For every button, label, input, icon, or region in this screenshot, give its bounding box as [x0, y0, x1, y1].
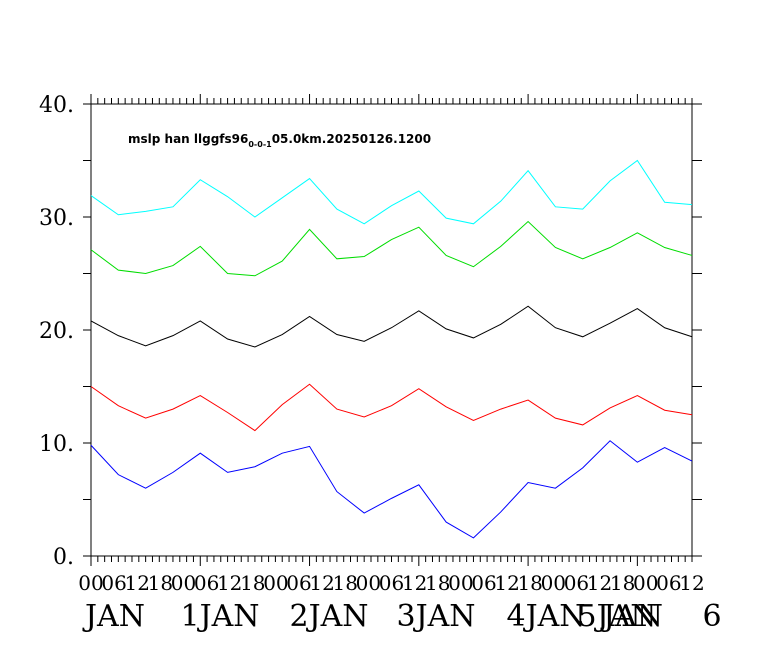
x-axis: 0006121800061218000612180006121800061218… — [78, 94, 705, 595]
x-tick-label: 18 — [333, 571, 358, 595]
date-label: 2JAN — [289, 599, 368, 634]
x-tick-label: 18 — [517, 571, 542, 595]
y-tick-label: 30. — [39, 206, 74, 231]
series-line-3 — [90, 305, 693, 348]
date-label: 3JAN — [396, 599, 475, 634]
x-tick-label: 18 — [425, 571, 450, 595]
x-tick-label: 00 — [356, 571, 381, 595]
plot-frame — [90, 103, 693, 557]
x-tick-label: 18 — [610, 571, 635, 595]
x-tick-label: 06 — [194, 571, 219, 595]
y-tick-label: 20. — [39, 319, 74, 344]
x-tick-label: 00 — [633, 571, 658, 595]
y-tick-label: 40. — [39, 93, 74, 118]
y-axis: 0. 10. 20. 30. 40. — [39, 93, 702, 570]
chart-title: mslp han llggfs960-0-105.0km.20250126.12… — [128, 132, 431, 149]
series-lines — [90, 159, 693, 539]
x-tick-label: 06 — [101, 571, 126, 595]
series-line-2 — [90, 220, 693, 277]
x-tick-label: 12 — [494, 571, 519, 595]
series-line-1 — [90, 159, 693, 225]
x-tick-label: 06 — [471, 571, 496, 595]
x-tick-label: 12 — [309, 571, 334, 595]
date-label: 4JAN — [506, 599, 585, 634]
y-tick-label: 0. — [53, 545, 74, 570]
chart-title-suffix: 05.0km.20250126.1200 — [272, 132, 431, 146]
y-tick-label: 10. — [39, 432, 74, 457]
x-tick-label: 12 — [679, 571, 704, 595]
date-label: JAN — [600, 599, 663, 634]
date-label: 1JAN — [180, 599, 259, 634]
x-tick-label: 00 — [541, 571, 566, 595]
chart-title-main: mslp han llggfs96 — [128, 132, 248, 146]
series-line-5 — [90, 440, 693, 539]
x-tick-label: 00 — [448, 571, 473, 595]
x-tick-label: 18 — [148, 571, 173, 595]
x-tick-label: 12 — [587, 571, 612, 595]
x-tick-label: 00 — [263, 571, 288, 595]
date-label: 5JAN — [577, 599, 656, 634]
x-tick-label: 06 — [564, 571, 589, 595]
x-tick-label: 12 — [217, 571, 242, 595]
x-tick-label: 12 — [125, 571, 150, 595]
x-tick-label: 06 — [656, 571, 681, 595]
chart-title-subscript: 0-0-1 — [248, 140, 272, 149]
x-tick-label: 06 — [379, 571, 404, 595]
x-tick-label: 18 — [240, 571, 265, 595]
x-tick-label: 06 — [286, 571, 311, 595]
date-label: JAN — [82, 599, 145, 634]
series-line-4 — [90, 383, 693, 432]
date-label: 6 — [702, 599, 721, 634]
x-tick-label: 12 — [402, 571, 427, 595]
x-tick-label: 00 — [78, 571, 103, 595]
x-tick-label: 00 — [171, 571, 196, 595]
